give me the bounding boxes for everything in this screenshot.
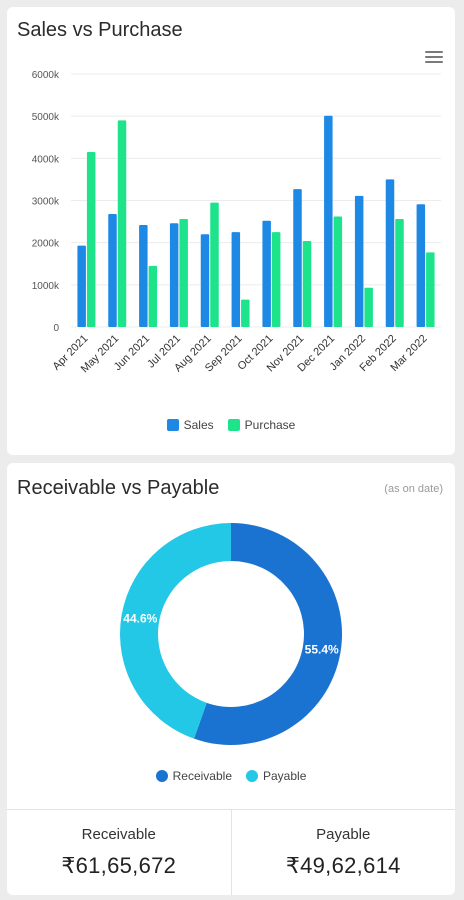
bar-sales-jul-2021[interactable] (169, 223, 179, 327)
as-on-date-note: (as on date) (384, 483, 443, 495)
bar-sales-apr-2021[interactable] (77, 245, 86, 327)
bar-purchase-apr-2021[interactable] (86, 152, 96, 327)
bar-purchase-dec-2021[interactable] (333, 216, 343, 327)
legend-label: Payable (263, 769, 307, 783)
bar-purchase-may-2021[interactable] (117, 120, 127, 327)
donut-label-payable: 44.6% (123, 611, 157, 625)
y-tick-label: 2000k (32, 239, 60, 250)
bar-purchase-mar-2022[interactable] (426, 252, 435, 327)
payable-total-label: Payable (316, 826, 371, 843)
bar-purchase-aug-2021[interactable] (210, 202, 219, 327)
rp-chart-title: Receivable vs Payable (17, 477, 220, 499)
bar-purchase-oct-2021[interactable] (271, 232, 281, 327)
bar-purchase-feb-2022[interactable] (395, 219, 404, 327)
legend-item-sales[interactable]: Sales (166, 418, 214, 432)
payable-total: Payable ₹49,62,614 (230, 810, 456, 895)
totals-row: Receivable ₹61,65,672 Payable ₹49,62,614 (7, 809, 455, 895)
bar-sales-may-2021[interactable] (108, 213, 117, 327)
receivable-vs-payable-card: Receivable vs Payable (as on date) 55.4%… (7, 463, 455, 895)
legend-swatch (246, 770, 258, 782)
bar-purchase-jan-2022[interactable] (364, 287, 373, 327)
sales-chart-legend: Sales Purchase (7, 418, 455, 432)
donut-slice-receivable[interactable] (194, 523, 343, 745)
sales-chart-title: Sales vs Purchase (17, 19, 183, 41)
legend-item-payable[interactable]: Payable (246, 769, 306, 783)
bar-sales-mar-2022[interactable] (416, 204, 426, 327)
receivable-total: Receivable ₹61,65,672 (7, 810, 231, 895)
legend-item-receivable[interactable]: Receivable (155, 769, 232, 783)
y-tick-label: 6000k (32, 70, 60, 81)
y-tick-label: 3000k (32, 197, 60, 208)
y-tick-label: 0 (53, 323, 59, 334)
sales-vs-purchase-card: Sales vs Purchase 0 1000k 2000k 3000k 4000k 5… (7, 7, 455, 455)
receivable-payable-donut-chart: 55.4% 44.6% (120, 523, 343, 745)
legend-swatch (166, 419, 179, 431)
donut-label-receivable: 55.4% (305, 643, 339, 657)
payable-total-value: ₹49,62,614 (285, 853, 401, 878)
rp-chart-legend: Receivable Payable (7, 769, 455, 783)
bar-sales-feb-2022[interactable] (385, 179, 395, 327)
legend-label: Sales (183, 418, 214, 432)
bar-sales-nov-2021[interactable] (293, 189, 302, 327)
receivable-total-label: Receivable (81, 826, 156, 843)
bar-purchase-jun-2021[interactable] (148, 265, 158, 327)
legend-label: Receivable (172, 769, 232, 783)
legend-label: Purchase (244, 418, 296, 432)
legend-item-purchase[interactable]: Purchase (227, 418, 296, 432)
bar-sales-aug-2021[interactable] (200, 234, 210, 327)
bar-sales-jan-2022[interactable] (354, 195, 364, 327)
bar-purchase-jul-2021[interactable] (179, 219, 188, 327)
y-tick-label: 1000k (32, 281, 60, 292)
bar-sales-oct-2021[interactable] (262, 220, 271, 327)
receivable-total-value: ₹61,65,672 (61, 853, 177, 878)
bar-sales-sep-2021[interactable] (231, 232, 241, 327)
menu-icon[interactable] (425, 51, 443, 65)
y-tick-label: 4000k (32, 154, 60, 165)
bar-purchase-sep-2021[interactable] (241, 299, 250, 327)
legend-swatch (155, 770, 168, 782)
bar-sales-jun-2021[interactable] (139, 224, 148, 327)
bar-purchase-nov-2021[interactable] (302, 240, 312, 327)
legend-swatch (227, 419, 240, 431)
y-tick-label: 5000k (32, 112, 60, 123)
donut-slice-payable[interactable] (120, 523, 231, 739)
bar-sales-dec-2021[interactable] (324, 115, 333, 328)
